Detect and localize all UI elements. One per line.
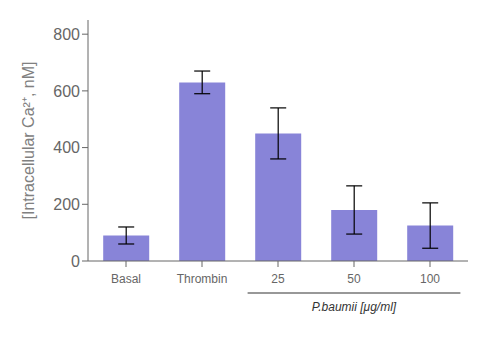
svg-text:Thrombin: Thrombin	[177, 272, 228, 286]
svg-text:0: 0	[71, 253, 80, 270]
svg-text:600: 600	[53, 83, 80, 100]
svg-text:200: 200	[53, 196, 80, 213]
svg-text:25: 25	[271, 272, 285, 286]
svg-text:[Intracellular Ca²⁺, nM]: [Intracellular Ca²⁺, nM]	[20, 62, 37, 220]
svg-text:50: 50	[347, 272, 361, 286]
svg-text:100: 100	[420, 272, 440, 286]
svg-text:P.baumii [μg/ml]: P.baumii [μg/ml]	[312, 300, 397, 314]
svg-text:Basal: Basal	[111, 272, 141, 286]
svg-text:800: 800	[53, 26, 80, 43]
svg-text:400: 400	[53, 139, 80, 156]
